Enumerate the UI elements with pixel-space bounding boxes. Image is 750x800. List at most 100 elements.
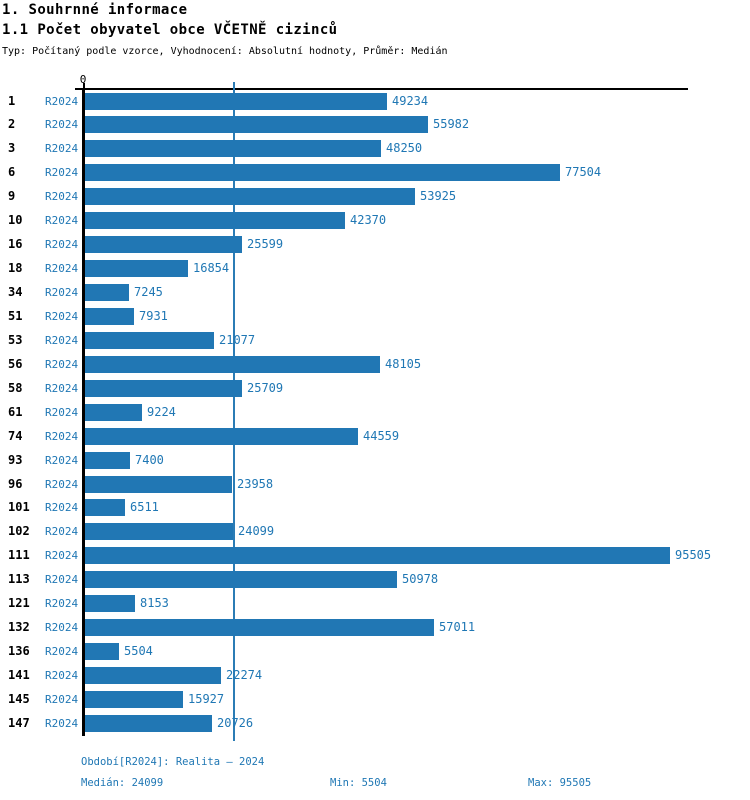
bar-row: 58 R2024 25709	[0, 379, 750, 397]
bar	[85, 427, 358, 445]
bar	[85, 451, 130, 469]
bar-value-label: 7245	[134, 285, 163, 300]
row-category-label: 56	[8, 356, 23, 371]
bar-row: 141 R2024 22274	[0, 667, 750, 685]
row-period-label: R2024	[45, 405, 79, 419]
row-period-label: R2024	[45, 693, 79, 706]
row-period-label: R2024	[45, 309, 79, 323]
bar-value-label: 6511	[130, 500, 159, 515]
bar-row: 2 R2024 55982	[0, 116, 750, 134]
row-period-label: R2024	[45, 214, 79, 228]
bar-value-label: 21077	[219, 332, 256, 347]
row-period-label: R2024	[45, 716, 79, 730]
bar	[85, 164, 560, 182]
median-reference-line	[232, 82, 235, 741]
bar-row: 10 R2024 42370	[0, 212, 750, 230]
bar-value-label: 22274	[226, 668, 263, 683]
row-period-label: R2024	[45, 453, 79, 467]
footer-min: Min: 5504	[330, 777, 387, 789]
bar-row: 136 R2024 5504	[0, 643, 750, 661]
row-period-label: R2024	[45, 238, 79, 252]
bar-value-label: 50978	[402, 572, 439, 587]
bar-row: 93 R2024 7400	[0, 451, 750, 469]
row-period-label: R2024	[45, 262, 79, 276]
bar-value-label: 5504	[124, 644, 153, 659]
bar-row: 102 R2024 24099	[0, 523, 750, 541]
row-category-label: 132	[8, 620, 30, 635]
row-category-label: 58	[8, 380, 23, 395]
row-category-label: 3	[8, 141, 16, 156]
bar-row: 34 R2024 7245	[0, 284, 750, 302]
bar	[85, 260, 188, 278]
row-period-label: R2024	[45, 501, 79, 515]
row-category-label: 136	[8, 644, 30, 659]
bar	[85, 475, 232, 493]
row-period-label: R2024	[45, 94, 79, 108]
bar-value-label: 49234	[392, 93, 429, 108]
footer-max: Max: 95505	[528, 777, 592, 789]
bar-value-label: 57011	[439, 620, 476, 635]
row-category-label: 18	[8, 261, 23, 276]
bar-value-label: 23958	[237, 476, 274, 491]
bar	[85, 331, 214, 349]
chart-title: 1.1 Počet obyvatel obce VČETNĚ cizinců	[2, 22, 338, 38]
bar	[85, 379, 242, 397]
row-category-label: 102	[8, 524, 30, 539]
row-period-label: R2024	[45, 645, 79, 659]
bar-value-label: 48250	[386, 141, 423, 156]
bar-value-label: 20726	[217, 715, 254, 730]
row-period-label: R2024	[45, 597, 79, 611]
row-period-label: R2024	[45, 429, 79, 443]
bar-value-label: 25709	[247, 380, 284, 395]
row-category-label: 113	[8, 572, 30, 587]
bar-row: 53 R2024 21077	[0, 331, 750, 349]
row-category-label: 145	[8, 692, 30, 706]
row-category-label: 51	[8, 308, 23, 323]
bar-value-label: 42370	[350, 213, 387, 228]
bar	[85, 643, 119, 661]
row-category-label: 96	[8, 476, 23, 491]
bar-row: 111 R2024 95505	[0, 547, 750, 565]
row-period-label: R2024	[45, 286, 79, 300]
row-category-label: 2	[8, 117, 16, 132]
footer-period: Období[R2024]: Realita – 2024	[81, 756, 265, 768]
row-category-label: 74	[8, 428, 23, 443]
row-category-label: 121	[8, 596, 30, 611]
row-period-label: R2024	[45, 333, 79, 347]
bar	[85, 355, 380, 373]
bar-row: 145 R2024 15927	[0, 691, 750, 708]
bar	[85, 188, 415, 206]
bar-row: 132 R2024 57011	[0, 619, 750, 637]
bar-row: 101 R2024 6511	[0, 499, 750, 517]
chart-meta-line: Typ: Počítaný podle vzorce, Vyhodnocení:…	[2, 46, 448, 57]
x-axis-zero-tick-label: 0	[79, 73, 87, 86]
bar	[85, 140, 381, 158]
bar-row: 61 R2024 9224	[0, 403, 750, 421]
row-category-label: 10	[8, 213, 23, 228]
bar-row: 16 R2024 25599	[0, 236, 750, 254]
footer-median: Medián: 24099	[81, 777, 164, 789]
row-category-label: 1	[8, 93, 16, 108]
bar-row: 9 R2024 53925	[0, 188, 750, 206]
bar	[85, 499, 125, 517]
bar-row: 51 R2024 7931	[0, 307, 750, 325]
row-category-label: 34	[8, 285, 23, 300]
bar	[85, 523, 233, 541]
bar-value-label: 7400	[135, 452, 164, 467]
row-category-label: 141	[8, 668, 30, 683]
bar-value-label: 16854	[193, 261, 230, 276]
row-category-label: 53	[8, 332, 23, 347]
row-period-label: R2024	[45, 142, 79, 156]
bar-value-label: 24099	[238, 524, 275, 539]
bar-value-label: 95505	[675, 548, 712, 563]
row-period-label: R2024	[45, 381, 79, 395]
row-period-label: R2024	[45, 166, 79, 180]
bar-value-label: 77504	[565, 165, 602, 180]
row-category-label: 93	[8, 452, 23, 467]
section-title: 1. Souhrnné informace	[2, 2, 188, 18]
bar-row: 113 R2024 50978	[0, 571, 750, 589]
row-period-label: R2024	[45, 190, 79, 204]
bar-row: 3 R2024 48250	[0, 140, 750, 158]
bar-row: 18 R2024 16854	[0, 260, 750, 278]
bar-value-label: 53925	[420, 189, 457, 204]
